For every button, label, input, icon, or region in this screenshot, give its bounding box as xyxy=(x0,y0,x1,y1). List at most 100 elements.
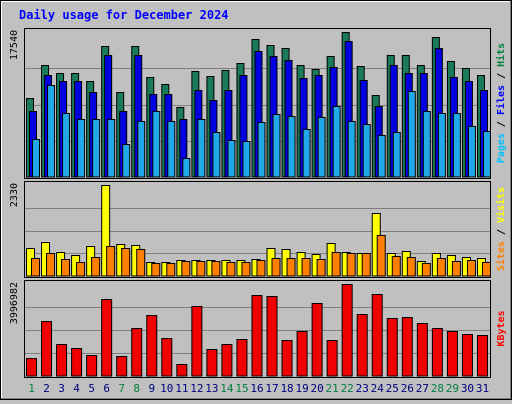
legend-part: / xyxy=(496,67,507,85)
bar-pages-day-8 xyxy=(137,121,146,178)
x-label-day-9: 9 xyxy=(148,382,155,395)
x-label-day-18: 18 xyxy=(280,382,293,395)
bar-kbytes-day-1 xyxy=(26,358,37,377)
bar-kbytes-day-8 xyxy=(131,328,143,377)
bar-kbytes-day-3 xyxy=(56,344,68,377)
bar-sites-day-2 xyxy=(46,253,56,277)
panel-bot: 3996982 KBytes xyxy=(9,280,507,378)
bar-sites-day-21 xyxy=(331,252,341,277)
x-label-day-7: 7 xyxy=(118,382,125,395)
bar-pages-day-27 xyxy=(422,111,431,178)
bar-pages-day-11 xyxy=(182,158,191,178)
bar-pages-day-16 xyxy=(257,122,266,178)
bar-pages-day-7 xyxy=(122,144,131,178)
bar-kbytes-day-24 xyxy=(371,294,383,377)
x-label-day-26: 26 xyxy=(401,382,414,395)
panel-bot-ymax-label: 3996982 xyxy=(9,282,20,324)
x-label-day-15: 15 xyxy=(235,382,248,395)
bar-sites-day-6 xyxy=(106,246,116,277)
bar-pages-day-18 xyxy=(287,116,296,178)
bar-kbytes-day-5 xyxy=(86,355,98,377)
chart-panels: 17540 Pages / Files / Hits 2330 Sites / Vis… xyxy=(9,28,507,378)
panel-mid-ymax-label: 2330 xyxy=(9,183,20,207)
bar-sites-day-16 xyxy=(256,260,266,277)
bar-sites-day-11 xyxy=(181,261,191,277)
x-label-day-24: 24 xyxy=(371,382,385,395)
x-label-day-16: 16 xyxy=(250,382,263,395)
bar-kbytes-day-26 xyxy=(401,317,413,377)
panel-mid: 2330 Sites / Visits xyxy=(9,181,507,278)
x-label-day-20: 20 xyxy=(311,382,324,395)
bar-pages-day-12 xyxy=(197,119,206,178)
x-label-day-12: 12 xyxy=(190,382,203,395)
x-label-day-2: 2 xyxy=(43,382,50,395)
bar-sites-day-12 xyxy=(196,261,206,277)
panel-top-legend: Pages / Files / Hits xyxy=(495,43,507,163)
bar-kbytes-day-10 xyxy=(161,338,173,377)
bar-sites-day-9 xyxy=(151,263,161,277)
x-label-day-6: 6 xyxy=(103,382,110,395)
bar-kbytes-day-4 xyxy=(71,348,83,377)
bar-visits-day-6 xyxy=(101,185,111,277)
x-label-day-10: 10 xyxy=(160,382,173,395)
x-label-day-23: 23 xyxy=(356,382,369,395)
bar-kbytes-day-23 xyxy=(356,314,368,377)
bar-sites-day-28 xyxy=(436,258,446,277)
bar-pages-day-19 xyxy=(302,129,311,178)
x-label-day-17: 17 xyxy=(265,382,278,395)
panel-top: 17540 Pages / Files / Hits xyxy=(9,28,507,179)
bar-sites-day-23 xyxy=(361,253,371,277)
bar-pages-day-10 xyxy=(167,121,176,178)
bar-kbytes-day-29 xyxy=(446,331,458,377)
legend-part: KBytes xyxy=(496,310,507,346)
bar-sites-day-18 xyxy=(286,258,296,277)
bar-sites-day-13 xyxy=(211,261,221,277)
legend-part: / xyxy=(496,223,507,241)
bar-kbytes-day-11 xyxy=(176,364,188,377)
x-label-day-27: 27 xyxy=(416,382,429,395)
bar-kbytes-day-19 xyxy=(296,331,308,377)
legend-part: Pages xyxy=(496,133,507,163)
legend-part: Visits xyxy=(495,187,507,223)
x-label-day-11: 11 xyxy=(175,382,188,395)
bar-sites-day-27 xyxy=(421,263,431,277)
bar-pages-day-5 xyxy=(92,119,101,178)
bar-sites-day-15 xyxy=(241,262,251,277)
bar-kbytes-day-17 xyxy=(266,296,278,377)
legend-part: / xyxy=(496,115,507,133)
bar-kbytes-day-16 xyxy=(251,295,263,377)
bar-pages-day-17 xyxy=(272,114,281,178)
panel-mid-legend: Sites / Visits xyxy=(495,187,507,271)
bar-kbytes-day-20 xyxy=(311,303,323,377)
bar-kbytes-day-6 xyxy=(101,299,113,377)
x-label-day-14: 14 xyxy=(220,382,234,395)
bar-pages-day-28 xyxy=(437,113,446,178)
bar-sites-day-26 xyxy=(406,257,416,277)
bar-sites-day-14 xyxy=(226,262,236,277)
bar-sites-day-31 xyxy=(481,262,491,277)
bar-sites-day-20 xyxy=(316,259,326,277)
bar-sites-day-4 xyxy=(76,262,86,277)
x-label-day-29: 29 xyxy=(446,382,459,395)
x-label-day-21: 21 xyxy=(326,382,339,395)
bar-sites-day-1 xyxy=(31,258,40,277)
bar-sites-day-29 xyxy=(451,261,461,277)
bar-sites-day-24 xyxy=(376,235,386,277)
bar-kbytes-day-25 xyxy=(386,318,398,377)
bar-kbytes-day-18 xyxy=(281,340,293,377)
x-label-day-30: 30 xyxy=(461,382,474,395)
bar-kbytes-day-31 xyxy=(476,335,488,377)
bar-pages-day-20 xyxy=(317,117,326,178)
panel-bot-legend: KBytes xyxy=(496,310,507,346)
bar-pages-day-2 xyxy=(47,85,56,178)
chart-title: Daily usage for December 2024 xyxy=(19,8,229,22)
bar-kbytes-day-7 xyxy=(116,356,128,377)
bar-pages-day-23 xyxy=(362,124,371,178)
x-label-day-3: 3 xyxy=(58,382,65,395)
bar-sites-day-7 xyxy=(121,248,131,277)
bar-pages-day-14 xyxy=(227,140,236,178)
bar-kbytes-day-21 xyxy=(326,340,338,377)
bar-kbytes-day-14 xyxy=(221,344,233,377)
